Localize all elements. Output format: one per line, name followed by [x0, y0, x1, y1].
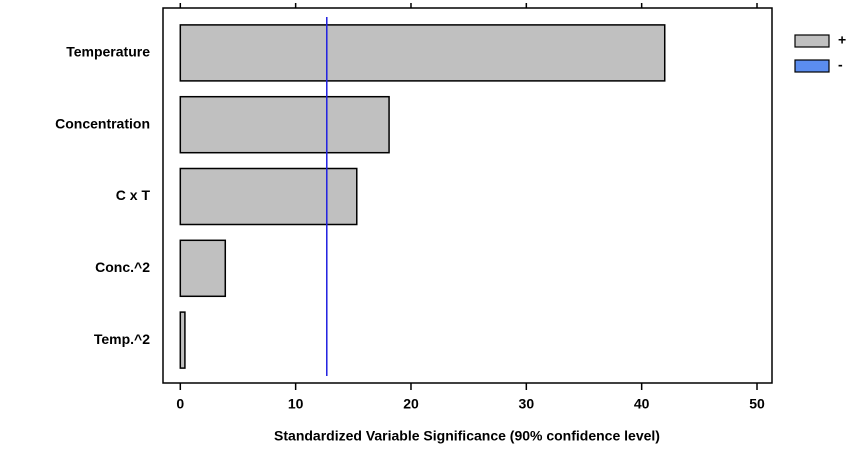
legend-label: - — [838, 57, 843, 73]
x-tick-label: 20 — [403, 396, 419, 412]
bar — [179, 167, 358, 226]
x-tick-label: 40 — [634, 396, 650, 412]
plot-frame — [162, 7, 773, 384]
x-axis-label: Standardized Variable Significance (90% … — [274, 428, 660, 444]
y-tick-label: Temp.^2 — [94, 331, 150, 347]
x-tick-label: 10 — [288, 396, 304, 412]
x-tick-label: 30 — [519, 396, 535, 412]
x-tick-label: 50 — [749, 396, 765, 412]
legend-swatch — [794, 59, 830, 73]
legend-swatch — [794, 34, 830, 48]
x-tick-label: 0 — [176, 396, 184, 412]
y-tick-label: Temperature — [66, 44, 150, 60]
legend-label: + — [838, 32, 846, 48]
y-tick-label: C x T — [116, 187, 151, 203]
y-tick-label: Conc.^2 — [95, 259, 150, 275]
bar — [179, 239, 227, 298]
bar — [179, 95, 390, 154]
y-tick-label: Concentration — [55, 115, 150, 131]
bar — [179, 24, 666, 82]
bar — [179, 311, 186, 369]
